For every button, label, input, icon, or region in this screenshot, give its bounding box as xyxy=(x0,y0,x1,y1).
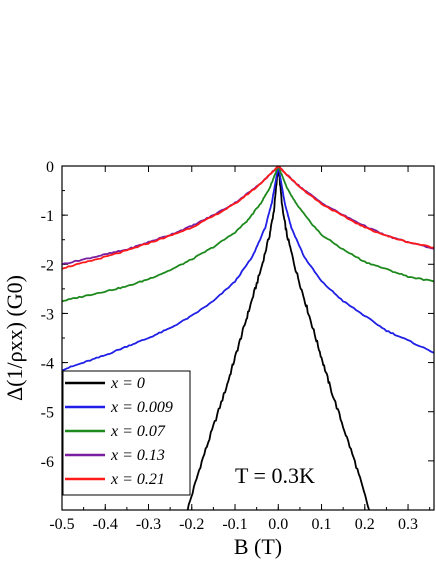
series-lines xyxy=(62,166,434,510)
legend-label: x = 0.07 xyxy=(110,423,166,440)
x-axis-label: B (T) xyxy=(234,534,282,559)
y-tick-label: -1 xyxy=(41,208,54,225)
y-axis-label: Δ(1/ρxx) (G0) xyxy=(2,275,27,401)
x-tick-label: -0.1 xyxy=(222,516,247,533)
x-tick-label: 0.3 xyxy=(398,516,418,533)
x-tick-label: 0.0 xyxy=(268,516,288,533)
y-tick-label: 0 xyxy=(46,159,54,176)
y-tick-label: -6 xyxy=(41,454,54,471)
y-tick-label: -3 xyxy=(41,306,54,323)
series-line xyxy=(186,166,370,510)
tick-labels: -0.5 -0.4 -0.3 -0.2 -0.1 0.0 0.1 0.2 0.3 0 -1 -2 -3 -… xyxy=(41,159,418,533)
x-tick-label: 0.1 xyxy=(312,516,332,533)
y-tick-label: -2 xyxy=(41,257,54,274)
y-tick-label: -5 xyxy=(41,405,54,422)
y-tick-label: -4 xyxy=(41,356,54,373)
x-tick-label: -0.4 xyxy=(93,516,118,533)
legend-box xyxy=(62,370,191,496)
x-tick-label: -0.3 xyxy=(136,516,161,533)
legend-label: x = 0.009 xyxy=(110,399,173,416)
plot-frame xyxy=(61,165,435,511)
series-line xyxy=(62,166,434,372)
legend-label: x = 0.21 xyxy=(110,471,165,488)
x-tick-label: -0.5 xyxy=(49,516,74,533)
legend-label: x = 0.13 xyxy=(110,447,165,464)
series-line xyxy=(62,166,434,270)
x-tick-label: 0.2 xyxy=(355,516,375,533)
series-line xyxy=(62,166,434,303)
legend: x = 0 x = 0.009 x = 0.07 x = 0.13 x = 0.21 xyxy=(62,370,191,496)
series-line xyxy=(62,166,434,266)
x-tick-label: -0.2 xyxy=(179,516,204,533)
legend-label: x = 0 xyxy=(110,375,145,392)
temperature-annotation: T = 0.3K xyxy=(235,463,315,488)
